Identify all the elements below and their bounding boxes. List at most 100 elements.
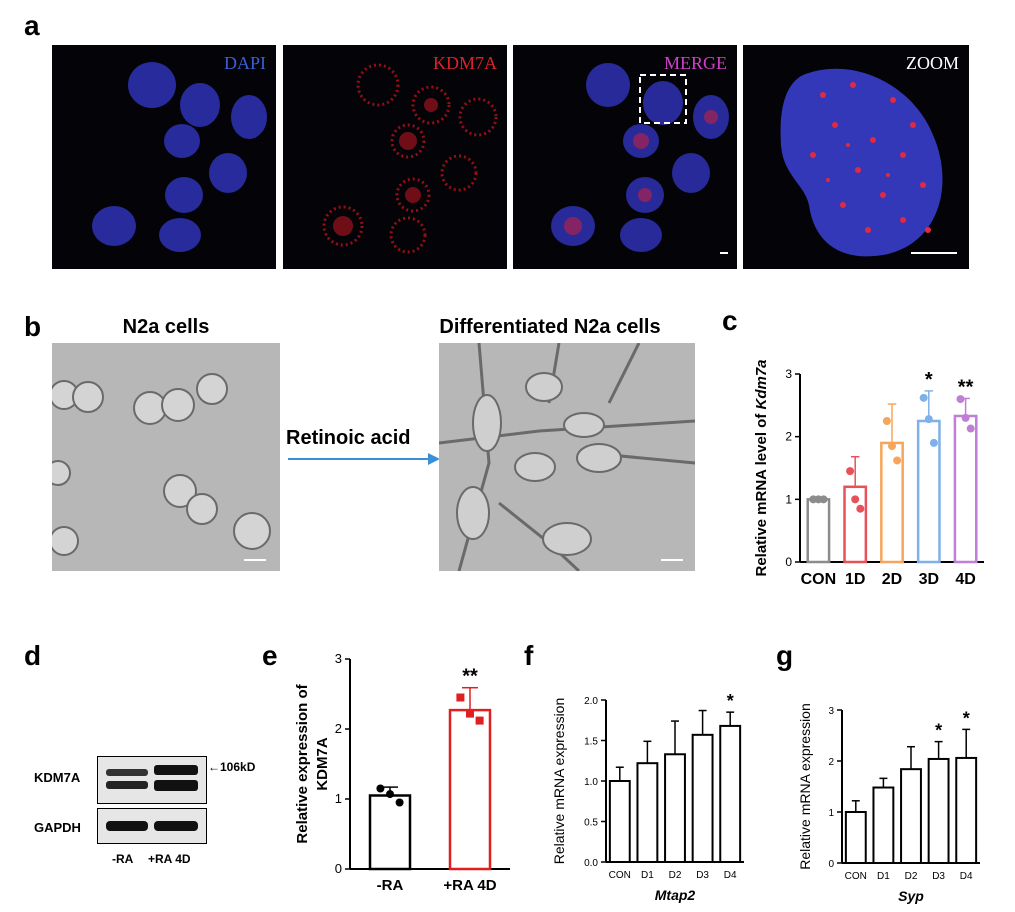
y-axis-label: Relative mRNA expression [551, 698, 567, 865]
panel-a-label: a [24, 10, 40, 41]
panel-e-label: e [262, 640, 278, 671]
data-point [888, 442, 896, 451]
panel-b-label: b [24, 311, 42, 342]
panel-c-label: c [722, 305, 738, 336]
n2a-cells [52, 373, 271, 561]
y-axis-label-gene: Kdm7a [753, 359, 770, 413]
bar [927, 757, 950, 864]
x-tick-label: -RA [377, 877, 404, 894]
y-tick-label: 0 [785, 555, 792, 569]
dapi-cells [92, 62, 267, 252]
y-tick-label: 0 [335, 861, 342, 876]
bar [953, 414, 978, 564]
x-tick-label: 4D [955, 571, 975, 588]
y-axis-label: Relative mRNA level of Kdm7a [753, 359, 770, 576]
y-tick-label: 3 [785, 367, 792, 381]
bar [608, 780, 631, 863]
x-tick-label: CON [609, 870, 631, 881]
significance-mark: * [925, 369, 933, 391]
bar [448, 708, 492, 871]
bar [872, 786, 895, 864]
x-tick-label: 2D [882, 571, 902, 588]
x-tick-label: D1 [877, 871, 890, 882]
data-point [919, 393, 928, 402]
y-axis-label: Relative mRNA expression [797, 703, 813, 870]
data-point [456, 693, 465, 702]
y-axis-label-text: Relative mRNA expression [797, 703, 813, 870]
chart-f: 0.0 0.5 1.0 1.5 2.0 CON D1 D2 D3 * D4 Relative mRNA… [551, 691, 744, 903]
data-point [961, 413, 970, 422]
y-tick-label: 0.0 [584, 858, 598, 869]
zoom-box [639, 74, 687, 124]
dapi-label: DAPI [223, 53, 266, 73]
x-tick-label: D3 [696, 870, 709, 881]
kdm7a-image: KDM7A [283, 45, 507, 269]
x-tick-label: D3 [932, 871, 945, 882]
bar [636, 762, 659, 863]
x-tick-label: 1D [845, 571, 865, 588]
y-axis-label-line2: KDM7A [314, 737, 331, 791]
y-axis-label: Relative expression of [294, 683, 311, 843]
x-tick-label: D4 [724, 870, 737, 881]
blot-kdm7a-band-box [97, 756, 207, 804]
y-axis-label-text: Relative mRNA level of [753, 413, 770, 577]
x-tick-label: D2 [669, 870, 682, 881]
zoom-image: ZOOM [743, 45, 969, 269]
chart-g: 0 1 2 3 CON D1 D2 * D3 * D4 Relative mRNA expressio… [797, 703, 980, 904]
bar [368, 794, 412, 871]
zoom-label: ZOOM [906, 53, 959, 73]
x-axis-label: Syp [898, 888, 924, 904]
blot-row-label-gapdh: GAPDH [34, 820, 81, 835]
data-point [929, 438, 938, 447]
x-tick-label: D2 [905, 871, 918, 882]
y-tick-label: 3 [335, 651, 342, 666]
significance-mark: ** [958, 376, 974, 398]
y-tick-label: 3 [828, 706, 834, 717]
blot-marker: ←106kD [208, 760, 256, 774]
significance-mark: ** [462, 666, 478, 688]
x-tick-label: +RA 4D [443, 877, 496, 894]
blot-gapdh-band-box [97, 808, 207, 844]
data-point [475, 716, 484, 725]
kdm7a-label: KDM7A [432, 53, 497, 73]
data-point [856, 504, 865, 513]
y-tick-label: 2 [828, 757, 834, 768]
bar [806, 498, 831, 564]
data-point [395, 798, 404, 807]
western-blot: KDM7A GAPDH ←106kD -RA +RA 4D [24, 748, 284, 888]
differentiated-cells [439, 343, 695, 571]
data-point [846, 467, 855, 476]
x-tick-label: D1 [641, 870, 654, 881]
x-tick-label: 3D [919, 571, 939, 588]
y-tick-label: 0 [828, 859, 834, 870]
data-point [956, 395, 965, 404]
data-point [466, 709, 474, 718]
data-point [882, 417, 891, 425]
x-tick-label: CON [845, 871, 867, 882]
y-axis-label-text: Relative expression of [294, 683, 311, 843]
y-axis-label-text: Relative mRNA expression [551, 698, 567, 865]
kdm7a-cells [322, 63, 498, 254]
blot-lane-plus-ra: +RA 4D [148, 852, 191, 866]
retinoic-acid-label: Retinoic acid [286, 427, 411, 449]
x-tick-label: D4 [960, 871, 973, 882]
y-tick-label: 1 [785, 492, 792, 506]
bar [664, 753, 686, 863]
blot-lane-minus-ra: -RA [112, 852, 134, 866]
data-point [376, 784, 385, 793]
y-tick-label: 0.5 [584, 818, 598, 829]
y-tick-label: 2.0 [584, 696, 598, 707]
merge-cells [551, 63, 729, 254]
data-point [819, 495, 828, 504]
x-tick-label: CON [801, 571, 837, 588]
bar [719, 724, 742, 863]
y-tick-label: 1 [828, 808, 834, 819]
x-axis-label: Mtap2 [655, 887, 696, 903]
bar [900, 768, 922, 864]
y-tick-label: 2 [335, 721, 342, 736]
data-point [893, 456, 902, 465]
differentiated-image [439, 343, 695, 571]
retinoic-arrow [288, 453, 440, 465]
bar [955, 756, 978, 864]
data-point [386, 790, 394, 799]
